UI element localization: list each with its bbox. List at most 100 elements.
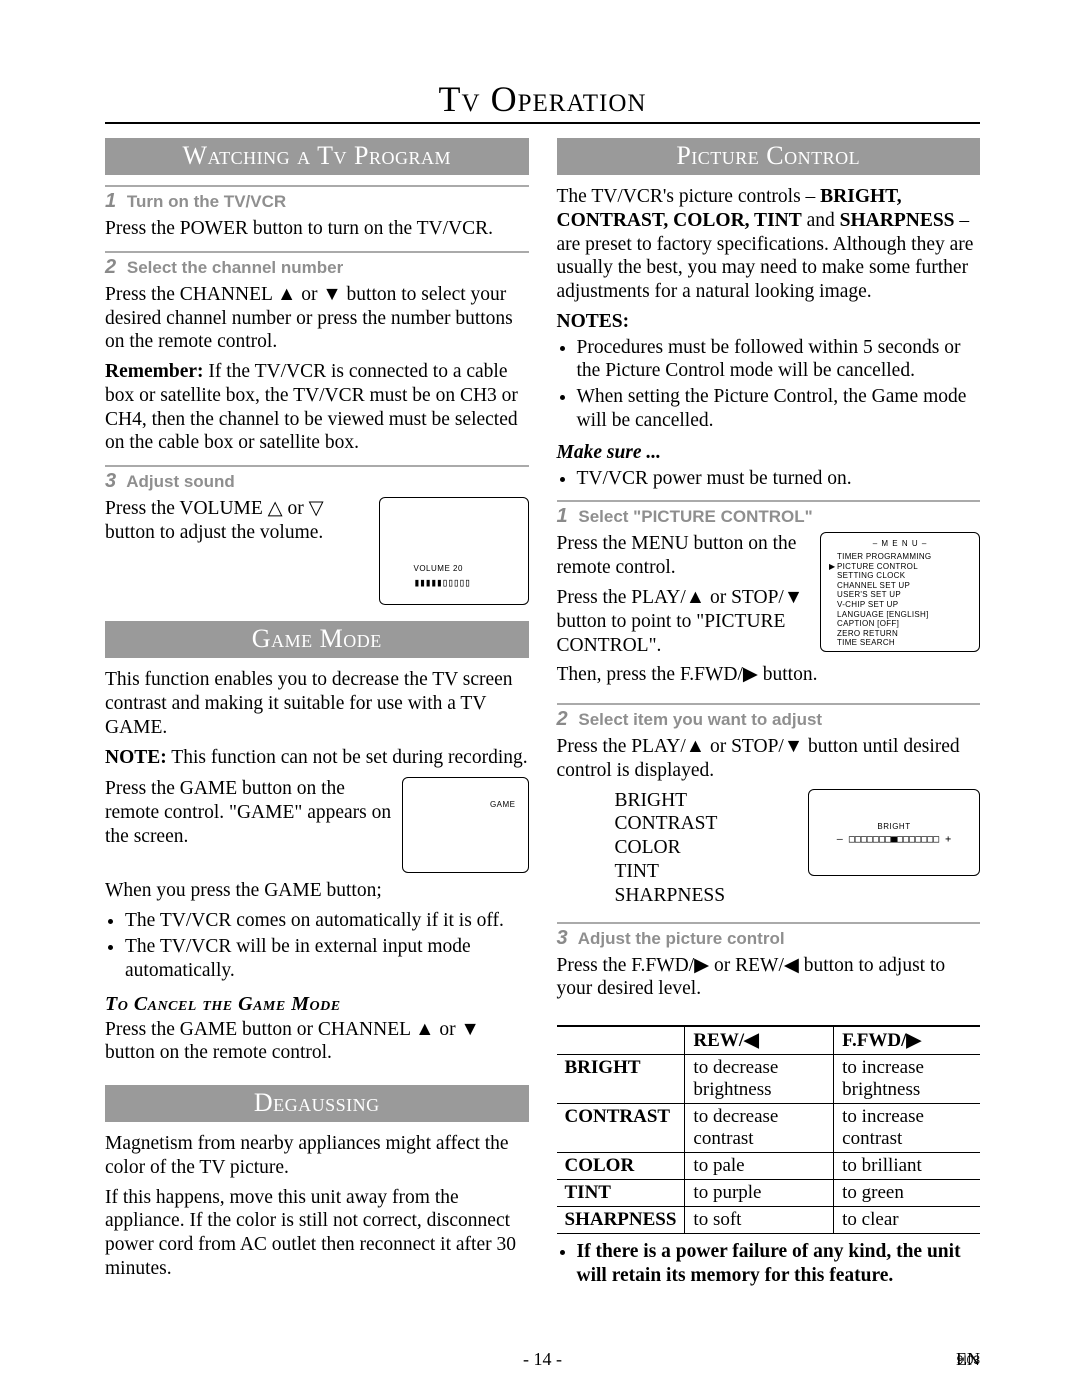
menu-items: TIMER PROGRAMMING▶PICTURE CONTROLSETTING… [829,552,971,648]
r-s2-p1: Press the PLAY/▲ or STOP/▼ button until … [557,735,981,783]
row-rew: to pale [685,1153,834,1180]
list-item: TV/VCR power must be turned on. [577,467,981,491]
menu-row: CHANNEL SET UP [829,581,971,591]
menu-row: TIME SEARCH [829,638,971,648]
degauss-p1: Magnetism from nearby appliances might a… [105,1132,529,1180]
row-ffwd: to increase contrast [834,1104,980,1153]
game-row: GAME Press the GAME button on the remote… [105,777,529,873]
r-step3-head: 3 Adjust the picture control [557,927,981,950]
rule [105,185,529,187]
row-label: BRIGHT [557,1055,685,1104]
menu-row: CAPTION [OFF] [829,619,971,629]
table-note-list: If there is a power failure of any kind,… [557,1240,981,1288]
row-ffwd: to clear [834,1207,980,1234]
game-screen: GAME [402,777,529,873]
row-ffwd: to brilliant [834,1153,980,1180]
step-title: Select "PICTURE CONTROL" [578,507,812,526]
list-item: SHARPNESS [615,884,981,908]
step3-body: Press the VOLUME △ or ▽ button to adjust… [105,497,369,545]
page-number: - 14 - [105,1349,980,1370]
table-head-row: REW/◀ F.FWD/▶ [557,1026,981,1055]
rule [105,251,529,253]
step-title: Adjust the picture control [578,929,785,948]
menu-title: – M E N U – [829,539,971,549]
row-label: TINT [557,1180,685,1207]
cancel-body: Press the GAME button or CHANNEL ▲ or ▼ … [105,1018,529,1066]
band-game: Game Mode [105,621,529,658]
row-rew: to soft [685,1207,834,1234]
row-rew: to decrease brightness [685,1055,834,1104]
step-num: 2 [105,256,116,278]
menu-row: LANGUAGE [ENGLISH] [829,610,971,620]
game-p2: Press the GAME button on the remote cont… [105,777,392,848]
step-num: 3 [105,470,116,492]
step-num: 1 [557,505,568,527]
menu-row: V-CHIP SET UP [829,600,971,610]
r-s1-p3: Then, press the F.FWD/▶ button. [557,663,981,687]
rule [105,465,529,467]
menu-row: SETTING CLOCK [829,571,971,581]
row-rew: to decrease contrast [685,1104,834,1153]
rule [557,922,981,924]
menu-row: ▶PICTURE CONTROL [829,562,971,572]
table-note: If there is a power failure of any kind,… [577,1240,981,1288]
list-item: Procedures must be followed within 5 sec… [577,336,981,384]
row-rew: to purple [685,1180,834,1207]
step3-row: VOLUME 20 ▮▮▮▮▮▯▯▯▯▯ Press the VOLUME △ … [105,497,529,605]
step1-head: 1 Turn on the TV/VCR [105,190,529,213]
notes-list: Procedures must be followed within 5 sec… [557,336,981,433]
band-watching: Watching a Tv Program [105,138,529,175]
game-bullets: The TV/VCR comes on automatically if it … [105,909,529,982]
game-p1: This function enables you to decrease th… [105,668,529,739]
left-column: Watching a Tv Program 1 Turn on the TV/V… [105,138,529,1294]
row-ffwd: to green [834,1180,980,1207]
cancel-head: To Cancel the Game Mode [105,993,529,1016]
volume-screen: VOLUME 20 ▮▮▮▮▮▯▯▯▯▯ [379,497,529,605]
right-column: Picture Control The TV/VCR's picture con… [557,138,981,1294]
r-s1-p1: Press the MENU button on the remote cont… [557,532,811,580]
step-num: 2 [557,708,568,730]
bright-label: BRIGHT [809,822,979,831]
step2-body: Press the CHANNEL ▲ or ▼ button to selec… [105,283,529,354]
control-table: REW/◀ F.FWD/▶ BRIGHTto decrease brightne… [557,1025,981,1234]
step1-body: Press the POWER button to turn on the TV… [105,217,529,241]
step-num: 3 [557,927,568,949]
volume-label: VOLUME 20 [414,564,463,573]
row-ffwd: to increase brightness [834,1055,980,1104]
r-step1-head: 1 Select "PICTURE CONTROL" [557,505,981,528]
menu-row: USER'S SET UP [829,590,971,600]
game-label: GAME [490,800,516,809]
r-step1-row: – M E N U – TIMER PROGRAMMING▶PICTURE CO… [557,532,981,693]
band-picture: Picture Control [557,138,981,175]
degauss-p2: If this happens, move this unit away fro… [105,1186,529,1281]
table-row: CONTRASTto decrease contrastto increase … [557,1104,981,1153]
step2-remember: Remember: Remember: If the TV/VCR is con… [105,360,529,455]
game-note: NOTE: This function can not be set durin… [105,746,529,770]
table-row: SHARPNESSto softto clear [557,1207,981,1234]
step-num: 1 [105,190,116,212]
notes-head: NOTES: [557,310,981,334]
r-step2-row: BRIGHT – □□□□□□□■□□□□□□□ + BRIGHTCONTRAS… [557,789,981,908]
row-label: CONTRAST [557,1104,685,1153]
game-p3: When you press the GAME button; [105,879,529,903]
th-ffwd: F.FWD/▶ [834,1026,980,1055]
columns: Watching a Tv Program 1 Turn on the TV/V… [105,138,980,1294]
step-title: Adjust sound [126,472,235,491]
menu-row: TIMER PROGRAMMING [829,552,971,562]
th-blank [557,1026,685,1055]
th-rew: REW/◀ [685,1026,834,1055]
row-label: COLOR [557,1153,685,1180]
menu-row: ZERO RETURN [829,629,971,639]
step-title: Select item you want to adjust [578,710,822,729]
bright-bar: – □□□□□□□■□□□□□□□ + [809,834,979,845]
step2-head: 2 Select the channel number [105,256,529,279]
r-s3-p1: Press the F.FWD/▶ or REW/◀ button to adj… [557,954,981,1002]
rule [557,703,981,705]
list-item: The TV/VCR will be in external input mod… [125,935,529,983]
table-row: BRIGHTto decrease brightnessto increase … [557,1055,981,1104]
r-s1-p2: Press the PLAY/▲ or STOP/▼ button to poi… [557,586,811,657]
bright-screen: BRIGHT – □□□□□□□■□□□□□□□ + [808,789,980,876]
pc-intro: The TV/VCR's picture controls – BRIGHT, … [557,185,981,304]
makesure-head: Make sure ... [557,441,981,465]
table-row: COLORto paleto brilliant [557,1153,981,1180]
